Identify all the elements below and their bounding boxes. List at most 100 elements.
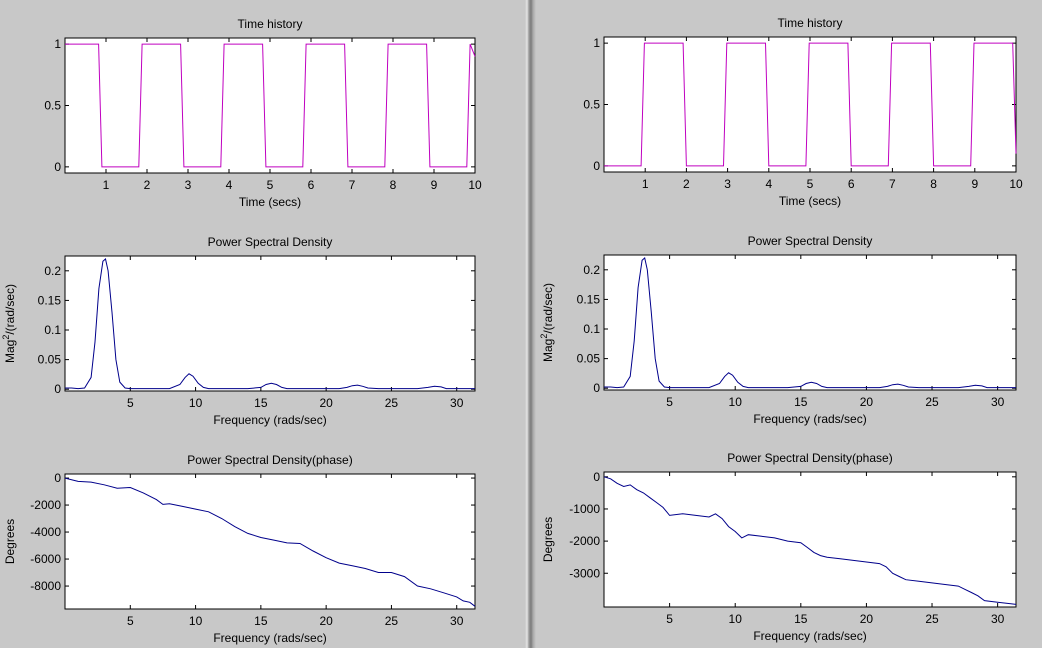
x-tick-label: 4 <box>226 178 233 192</box>
series-line <box>64 477 476 607</box>
y-tick-label: 0.2 <box>44 264 61 278</box>
y-tick-label: 0.15 <box>38 293 62 307</box>
x-tick-label: 8 <box>390 178 397 192</box>
x-axis-label: Frequency (rads/sec) <box>213 631 326 645</box>
y-axis-label-base: Mag <box>541 339 555 362</box>
x-tick-label: 30 <box>991 612 1005 626</box>
y-tick-label: 0 <box>54 160 61 174</box>
x-tick-label: 10 <box>468 178 482 192</box>
plot-area <box>64 473 476 610</box>
y-axis-label: Mag2/(rad/sec) <box>539 283 555 362</box>
y-tick-label: -4000 <box>30 525 61 539</box>
x-tick-label: 5 <box>666 395 673 409</box>
y-tick-label: 0.1 <box>44 323 61 337</box>
x-tick-label: 25 <box>385 614 399 628</box>
y-tick-label: 0.05 <box>38 353 62 367</box>
x-tick-label: 5 <box>127 614 134 628</box>
x-tick-label: 15 <box>254 614 268 628</box>
x-tick-label: 20 <box>319 396 333 410</box>
series-line <box>65 258 475 390</box>
x-tick-label: 1 <box>103 178 110 192</box>
x-tick-label: 10 <box>729 395 743 409</box>
y-tick-label: 0.05 <box>577 352 601 366</box>
y-tick-label: -3000 <box>569 566 600 580</box>
plot-area <box>64 255 476 392</box>
x-tick-label: 6 <box>848 177 855 191</box>
x-tick-label: 15 <box>794 612 808 626</box>
x-axis-label: Frequency (rads/sec) <box>753 412 866 426</box>
y-axis-label: Mag2/(rad/sec) <box>1 284 17 363</box>
y-tick-label: 1 <box>54 37 61 51</box>
x-tick-label: 20 <box>319 614 333 628</box>
y-tick-label: 0.1 <box>583 322 600 336</box>
chart-svg-left: Time history 1 2 3 4 5 6 7 8 9 10 0 0.5 1 Time (secs) P… <box>1 17 482 645</box>
axes-right-2: Power Spectral Density(phase) 5 10 15 20 25 30… <box>541 451 1017 643</box>
x-tick-label: 4 <box>765 177 772 191</box>
x-tick-label: 3 <box>185 178 192 192</box>
y-tick-label: 0 <box>593 381 600 395</box>
x-tick-label: 5 <box>267 178 274 192</box>
x-tick-label: 10 <box>729 612 743 626</box>
chart-title: Time history <box>238 17 303 31</box>
y-tick-label: 0.5 <box>44 99 61 113</box>
plot-area <box>603 471 1017 608</box>
x-tick-label: 2 <box>144 178 151 192</box>
x-tick-label: 3 <box>724 177 731 191</box>
series-line <box>65 43 476 168</box>
y-tick-label: 0 <box>593 159 600 173</box>
axes-left-1: Power Spectral Density 5 10 15 20 25 30 0 0.05 0.… <box>1 235 476 427</box>
x-tick-label: 5 <box>666 612 673 626</box>
x-tick-label: 10 <box>189 614 203 628</box>
plot-area <box>603 254 1017 391</box>
y-tick-label: 1 <box>593 36 600 50</box>
x-tick-label: 30 <box>991 395 1005 409</box>
axes-left-0: Time history 1 2 3 4 5 6 7 8 9 10 0 0.5 1 Time (secs) <box>44 17 482 209</box>
y-tick-label: 0 <box>593 470 600 484</box>
y-axis-label: Degrees <box>3 519 17 564</box>
x-axis-label: Frequency (rads/sec) <box>753 629 866 643</box>
chart-title: Power Spectral Density <box>208 235 333 249</box>
y-tick-label: 0.2 <box>583 263 600 277</box>
axes-left-2: Power Spectral Density(phase) 5 10 15 20 25 30… <box>3 453 476 645</box>
x-tick-label: 30 <box>450 614 464 628</box>
x-axis-label: Time (secs) <box>239 195 301 209</box>
y-axis-label-rest: /(rad/sec) <box>3 284 17 335</box>
y-tick-label: -2000 <box>569 534 600 548</box>
chart-svg-right: Time history 1 2 3 4 5 6 7 8 9 10 0 0.5 1 Time (secs) P… <box>539 16 1023 643</box>
y-tick-label: -2000 <box>30 498 61 512</box>
plot-area <box>64 37 476 174</box>
y-tick-label: -1000 <box>569 502 600 516</box>
y-axis-label-sup: 2 <box>539 334 549 339</box>
x-tick-label: 25 <box>925 612 939 626</box>
plot-area <box>603 36 1017 173</box>
x-tick-label: 10 <box>1009 177 1023 191</box>
x-tick-label: 2 <box>683 177 690 191</box>
x-tick-label: 15 <box>254 396 268 410</box>
y-axis-label: Degrees <box>541 517 555 562</box>
x-tick-label: 20 <box>860 395 874 409</box>
x-tick-label: 7 <box>349 178 356 192</box>
splitter-handle[interactable] <box>525 0 536 648</box>
y-tick-label: 0 <box>54 382 61 396</box>
chart-title: Power Spectral Density <box>748 234 873 248</box>
x-tick-label: 30 <box>450 396 464 410</box>
y-axis-label-rest: /(rad/sec) <box>541 283 555 334</box>
x-tick-label: 10 <box>189 396 203 410</box>
y-tick-label: -8000 <box>30 579 61 593</box>
x-tick-label: 1 <box>642 177 649 191</box>
x-tick-label: 5 <box>127 396 134 410</box>
x-tick-label: 5 <box>807 177 814 191</box>
chart-title: Power Spectral Density(phase) <box>727 451 892 465</box>
x-tick-label: 25 <box>385 396 399 410</box>
figure-panel-right: Time history 1 2 3 4 5 6 7 8 9 10 0 0.5 1 Time (secs) P… <box>536 0 1042 648</box>
y-tick-label: 0.5 <box>583 98 600 112</box>
axes-right-1: Power Spectral Density 5 10 15 20 25 30 0 0.05 0.… <box>539 234 1017 426</box>
x-tick-label: 20 <box>860 612 874 626</box>
series-line <box>603 476 1017 605</box>
x-tick-label: 7 <box>889 177 896 191</box>
y-axis-label-base: Mag <box>3 340 17 363</box>
y-tick-label: -6000 <box>30 552 61 566</box>
x-tick-label: 6 <box>308 178 315 192</box>
x-axis-label: Time (secs) <box>779 194 841 208</box>
y-axis-label-sup: 2 <box>1 335 11 340</box>
